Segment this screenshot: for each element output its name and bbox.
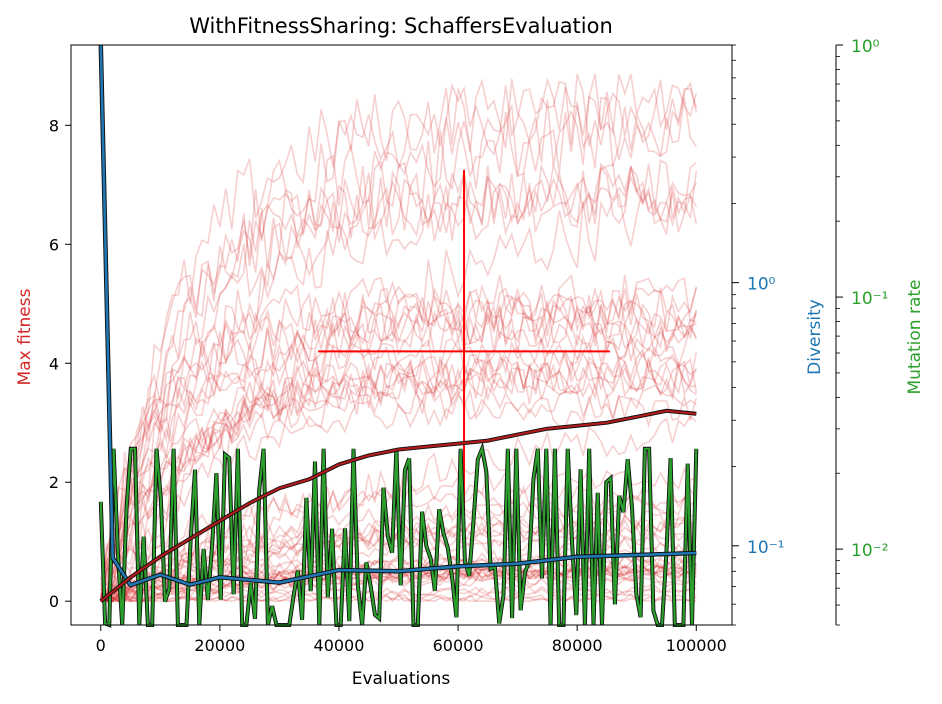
mutation-rate-line xyxy=(99,444,698,627)
fitness-run-line xyxy=(100,163,698,602)
fitness-run-line xyxy=(100,161,698,602)
mutation-axis: 10⁻² 10⁻¹ 10⁰ xyxy=(835,37,888,626)
diversity-axis-ticks: 10⁻¹ 10⁰ xyxy=(732,44,784,626)
mutation-tick-label: 10⁰ xyxy=(851,37,880,57)
left-tick-label: 0 xyxy=(49,592,59,611)
mutation-axis-label: Mutation rate xyxy=(905,279,925,394)
diversity-tick-label: 10⁻¹ xyxy=(747,538,784,558)
mean-fitness-line xyxy=(100,409,697,603)
x-axis-label: Evaluations xyxy=(352,669,451,689)
fitness-run-line xyxy=(100,315,697,602)
fitness-run-line xyxy=(100,393,698,591)
x-tick-label: 40000 xyxy=(314,636,365,655)
left-tick-label: 8 xyxy=(49,116,59,135)
x-tick-label: 20000 xyxy=(194,636,245,655)
fitness-run-line xyxy=(100,73,698,596)
x-tick-label: 60000 xyxy=(433,636,484,655)
fitness-run-line xyxy=(100,333,697,602)
x-tick-label: 100000 xyxy=(666,636,727,655)
x-tick-label: 80000 xyxy=(552,636,603,655)
left-axis-label: Max fitness xyxy=(15,288,35,385)
plot-frame xyxy=(70,44,733,626)
fitness-run-line xyxy=(100,291,697,602)
left-tick-label: 2 xyxy=(49,473,59,492)
fitness-run-line xyxy=(100,286,698,587)
left-tick-label: 6 xyxy=(49,235,59,254)
fitness-run-line xyxy=(100,356,698,595)
diversity-series xyxy=(98,44,697,588)
fitness-run-line xyxy=(100,96,697,602)
fitness-run-line xyxy=(100,186,698,602)
chart-title: WithFitnessSharing: SchaffersEvaluation xyxy=(189,14,613,38)
fitness-run-line xyxy=(100,287,698,602)
fitness-run-line xyxy=(100,302,698,602)
left-axis-ticks: 0 2 4 6 8 xyxy=(49,116,71,611)
fitness-run-line xyxy=(100,273,697,580)
fitness-run-line xyxy=(100,355,697,602)
mutation-tick-label: 10⁻¹ xyxy=(851,289,888,309)
fitness-run-line xyxy=(100,307,698,602)
mutation-rate-series xyxy=(98,441,699,628)
x-axis-ticks: 0 20000 40000 60000 80000 100000 xyxy=(96,625,727,655)
fitness-run-line xyxy=(100,158,697,602)
fitness-run-line xyxy=(100,347,698,583)
fitness-run-line xyxy=(100,323,698,595)
fitness-run-line xyxy=(100,365,697,602)
diversity-tick-label: 10⁰ xyxy=(747,275,776,295)
diversity-axis-label: Diversity xyxy=(805,299,825,375)
diversity-line xyxy=(99,44,697,587)
x-tick-label: 0 xyxy=(96,636,106,655)
fitness-run-line xyxy=(100,295,697,600)
fitness-run-line xyxy=(100,361,698,602)
fitness-run-line xyxy=(100,382,697,602)
left-tick-label: 4 xyxy=(49,354,59,373)
fitness-run-line xyxy=(100,171,698,602)
fitness-run-line xyxy=(100,73,698,602)
errorbar xyxy=(318,169,610,533)
mean-fitness-series xyxy=(99,408,697,603)
fitness-run-line xyxy=(100,87,698,603)
mutation-tick-label: 10⁻² xyxy=(851,541,888,561)
